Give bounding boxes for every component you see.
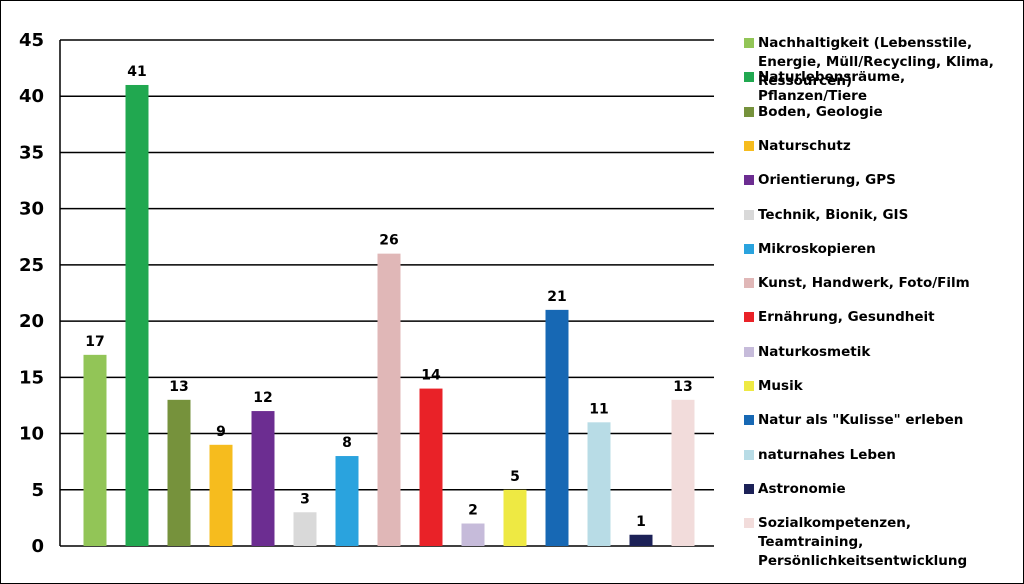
data-label: 17 — [85, 334, 104, 350]
y-axis-ticks: 0 5 10 15 20 25 30 35 40 45 — [19, 30, 44, 557]
y-tick-label: 10 — [19, 424, 44, 445]
bar — [587, 422, 611, 546]
data-label: 41 — [127, 64, 146, 80]
legend-swatch — [744, 518, 754, 529]
y-tick-label: 0 — [31, 536, 44, 557]
legend-swatch — [744, 140, 754, 151]
data-label: 3 — [300, 491, 310, 507]
bar — [335, 456, 359, 546]
legend-swatch — [744, 449, 754, 460]
y-tick-label: 30 — [19, 199, 44, 220]
data-label: 1 — [636, 514, 646, 530]
data-label: 26 — [379, 233, 398, 249]
y-tick-label: 20 — [19, 311, 44, 332]
legend-label: Naturschutz — [758, 137, 851, 154]
legend-swatch — [744, 38, 754, 48]
legend-label: Natur als "Kulisse" erleben — [758, 412, 964, 429]
bar — [83, 354, 107, 546]
legend-swatch — [744, 381, 754, 391]
legend-label: Sozialkompetenzen, Teamtraining, Persönl… — [758, 515, 968, 570]
data-label: 2 — [468, 503, 478, 519]
legend-swatch — [744, 312, 754, 323]
legend-swatch — [744, 415, 754, 426]
legend-swatch — [744, 175, 754, 186]
y-tick-label: 25 — [19, 255, 44, 276]
legend-swatch — [744, 278, 754, 289]
legend-label: Ernährung, Gesundheit — [758, 309, 935, 326]
legend-label: naturnahes Leben — [758, 446, 896, 463]
bar — [671, 399, 695, 546]
legend-label: Astronomie — [758, 480, 846, 497]
data-label: 13 — [673, 379, 692, 395]
data-label: 14 — [421, 368, 441, 384]
y-tick-label: 35 — [19, 142, 44, 163]
y-tick-label: 15 — [19, 367, 44, 388]
legend-swatch — [744, 106, 754, 117]
bar — [377, 253, 401, 546]
bar — [209, 444, 233, 546]
y-tick-label: 5 — [31, 480, 44, 501]
legend-label: Orientierung, GPS — [758, 172, 896, 189]
bar — [251, 411, 275, 546]
legend-label: Nachhaltigkeit (Lebensstile, Energie, Mü… — [758, 35, 994, 89]
data-label: 9 — [216, 424, 226, 440]
legend-swatch — [744, 243, 754, 254]
bar — [629, 534, 653, 546]
legend-label: Boden, Geologie — [758, 103, 883, 120]
legend-label: Naturlebensräume, Pflanzen/Tiere — [758, 69, 906, 105]
legend-swatch — [744, 209, 754, 220]
y-tick-label: 45 — [19, 30, 44, 51]
data-label: 8 — [342, 435, 352, 451]
legend-label: Mikroskopieren — [758, 240, 876, 257]
legend-swatch — [744, 346, 754, 357]
data-label: 11 — [589, 401, 608, 417]
data-label: 21 — [547, 289, 566, 305]
legend-label: Technik, Bionik, GIS — [758, 206, 909, 223]
legend-label: Musik — [758, 378, 803, 394]
y-tick-label: 40 — [19, 86, 44, 107]
bar — [167, 399, 191, 546]
data-label: 12 — [253, 390, 272, 406]
bar — [545, 309, 569, 546]
bar — [293, 512, 317, 546]
data-label: 5 — [510, 469, 520, 485]
bars — [83, 84, 695, 546]
bar — [419, 388, 443, 546]
legend-label: Naturkosmetik — [758, 343, 871, 360]
bar — [125, 84, 149, 546]
legend-swatch — [744, 72, 754, 83]
legend-label: Kunst, Handwerk, Foto/Film — [758, 275, 970, 292]
data-label: 13 — [169, 379, 188, 395]
legend-swatch — [744, 483, 754, 494]
bar — [461, 523, 485, 546]
bar — [503, 489, 527, 546]
